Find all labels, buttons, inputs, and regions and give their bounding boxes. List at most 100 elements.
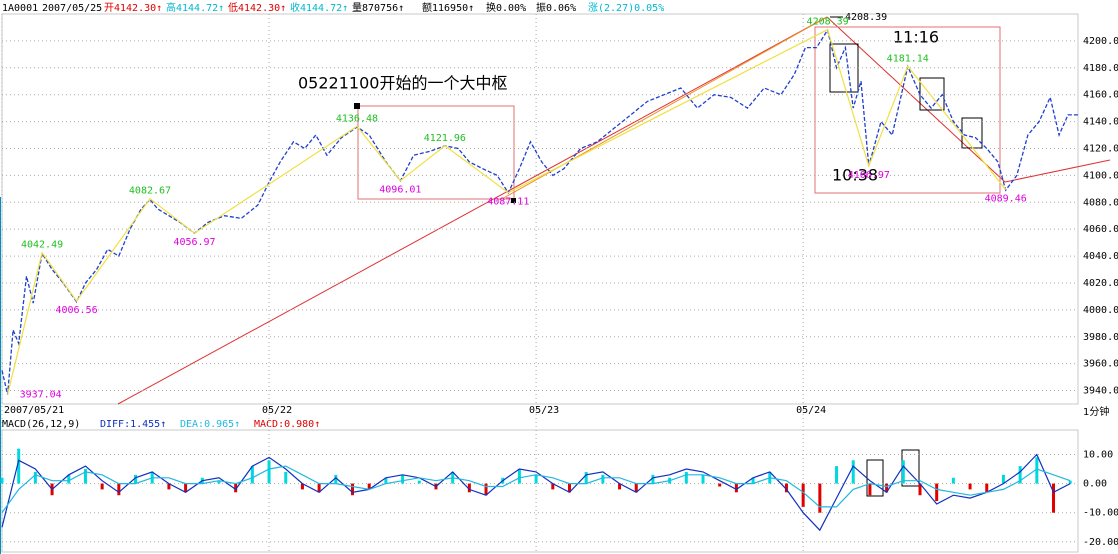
pivot-label: 4006.56 — [55, 305, 97, 316]
macd-bar — [835, 466, 839, 484]
pivot-label: 4087.11 — [487, 197, 529, 208]
macd-bar — [918, 483, 922, 496]
macd-bar — [801, 483, 805, 507]
macd-bar — [134, 474, 138, 484]
macd-line — [1, 465, 1071, 514]
macd-bar — [484, 483, 488, 496]
macd-bar — [1035, 457, 1039, 484]
macd-bar — [718, 483, 722, 487]
low: 低4142.30↑ — [228, 1, 286, 14]
marker — [511, 198, 516, 203]
volume: 量870756↑ — [352, 2, 404, 14]
macd-line — [1, 453, 1071, 532]
macd-bar — [551, 483, 555, 490]
y-tick-label: 4140.00 — [1083, 117, 1118, 128]
quote-header: 1A0001 2007/05/25 开4142.30↑ 高4144.72↑ 低4… — [2, 1, 664, 14]
macd-bar — [1068, 480, 1072, 484]
macd-bar — [517, 469, 521, 484]
macd-bar — [351, 483, 355, 496]
macd-bar — [467, 483, 471, 493]
y-tick-label: -10.00 — [1083, 508, 1118, 519]
macd-bar — [300, 483, 304, 490]
macd-bar — [83, 469, 87, 484]
macd-bar — [1001, 474, 1005, 484]
macd-bar — [751, 477, 755, 484]
macd-bar — [601, 474, 605, 484]
macd-bar — [701, 474, 705, 484]
macd-bar — [167, 483, 171, 490]
macd-bar — [334, 474, 338, 484]
macd-bar — [17, 448, 21, 484]
amplitude: 振0.06% — [536, 1, 576, 14]
legend-entry: DIFF:1.455↑ — [100, 419, 166, 430]
annotation: 10:38 — [832, 166, 878, 185]
y-tick-label: -20.00 — [1083, 537, 1118, 548]
pivot-label: 4136.48 — [336, 113, 378, 124]
macd-bar — [868, 483, 872, 496]
x-tick-label: 05/24 — [796, 405, 826, 416]
annotation: 11:16 — [893, 28, 939, 47]
y-tick-label: 4080.00 — [1083, 197, 1118, 208]
macd-bar — [401, 474, 405, 484]
macd-bar — [184, 483, 188, 493]
macd-bar — [935, 483, 939, 502]
close: 收4144.72↑ — [290, 1, 348, 14]
price-frame — [1, 13, 1079, 405]
zigzag-line — [7, 28, 1007, 395]
pivot-label: 4208.39 — [807, 17, 849, 28]
price-line — [1, 28, 1078, 395]
x-tick-label: 05/23 — [529, 405, 559, 416]
macd-bar — [951, 477, 955, 484]
legend-entry: MACD:0.980↑ — [254, 419, 320, 430]
macd-bar — [1018, 466, 1022, 484]
period-label: 1分钟 — [1083, 405, 1109, 418]
macd-bar — [618, 483, 622, 490]
macd-bar — [784, 483, 788, 493]
macd-bar — [234, 483, 238, 493]
y-tick-label: 4060.00 — [1083, 224, 1118, 235]
y-tick-label: 4160.00 — [1083, 90, 1118, 101]
y-tick-label: 4000.00 — [1083, 305, 1118, 316]
macd-bar — [417, 480, 421, 484]
date: 2007/05/25 — [42, 3, 102, 14]
annotation: 4208.39 — [845, 12, 887, 23]
x-tick-label: 2007/05/21 — [4, 405, 64, 416]
macd-bar — [651, 474, 655, 484]
y-tick-label: 0.00 — [1083, 479, 1107, 490]
y-tick-label: 4040.00 — [1083, 251, 1118, 262]
macd-bar — [968, 483, 972, 490]
amount: 额116950↑ — [422, 1, 474, 14]
code: 1A0001 — [2, 3, 38, 14]
y-tick-label: 10.00 — [1083, 449, 1113, 460]
macd-bar — [851, 460, 855, 484]
pivot-zone — [357, 105, 515, 200]
turnover: 换0.00% — [486, 1, 526, 14]
pivot-label: 4042.49 — [21, 240, 63, 251]
y-tick-label: 4200.00 — [1083, 36, 1118, 47]
macd-bar — [217, 480, 221, 484]
macd-bar — [567, 483, 571, 493]
macd-bar — [534, 474, 538, 484]
y-tick-label: 3960.00 — [1083, 359, 1118, 370]
trend-line — [1004, 159, 1111, 183]
macd-bar — [67, 474, 71, 484]
macd-title: MACD(26,12,9) — [2, 419, 80, 430]
pivot-label: 4106.97 — [848, 170, 890, 181]
pivot-label: 4181.14 — [887, 53, 929, 64]
y-tick-label: 3980.00 — [1083, 332, 1118, 343]
macd-bar — [818, 483, 822, 513]
y-tick-label: 4180.00 — [1083, 63, 1118, 74]
pivot-label: 4089.46 — [985, 194, 1027, 205]
pivot-label: 3937.04 — [20, 390, 62, 401]
macd-bar — [33, 471, 37, 484]
macd-bar — [267, 460, 271, 484]
macd-bar — [317, 483, 321, 493]
pivot-label: 4096.01 — [379, 185, 421, 196]
macd-bar — [384, 477, 388, 484]
open: 开4142.30↑ — [104, 3, 162, 14]
marker — [354, 103, 360, 109]
pivot-label: 4082.67 — [129, 186, 171, 197]
macd-bar — [0, 477, 4, 484]
y-tick-label: 4100.00 — [1083, 170, 1118, 181]
